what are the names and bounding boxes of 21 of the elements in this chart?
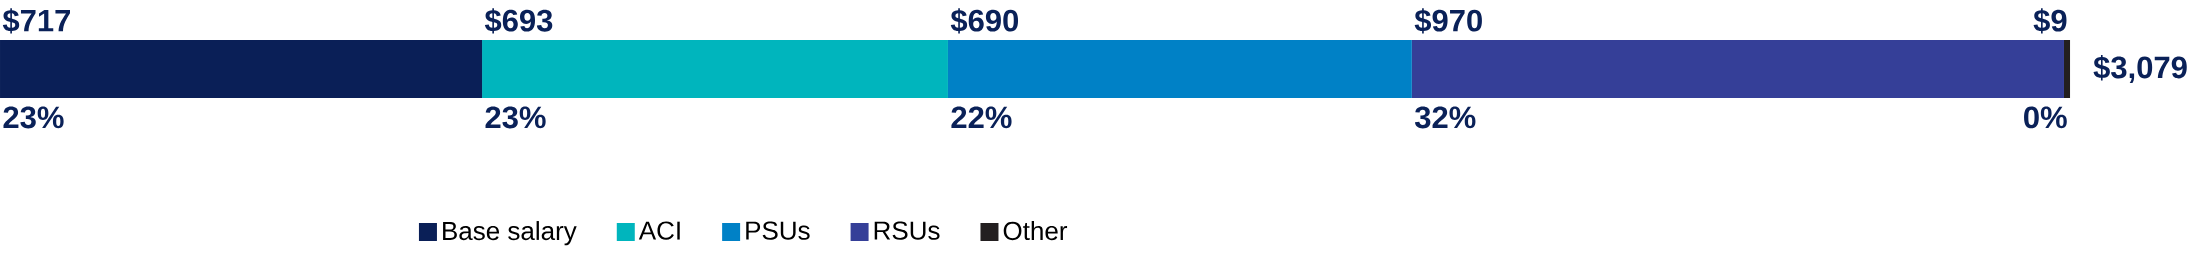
bar — [0, 40, 483, 98]
legend-label: PSUs — [746, 221, 810, 240]
legend-label: Base salary — [443, 221, 577, 246]
text: 0% — [2024, 106, 2067, 129]
data-label: $717 — [2, 8, 70, 34]
legend-label: Other — [1003, 221, 1068, 241]
data-label: $9 — [2033, 8, 2067, 34]
bar — [482, 40, 948, 98]
data-label: $693 — [484, 8, 553, 34]
bar — [2063, 40, 2071, 98]
data-label: $970 — [1414, 8, 1482, 34]
text: 32% — [1414, 106, 1476, 129]
legend-label: ACI — [638, 221, 680, 240]
data-label: $690 — [950, 8, 1019, 34]
text: 23% — [485, 106, 546, 129]
legend-label: RSUs — [874, 221, 940, 240]
text: 22% — [951, 106, 1012, 129]
total-label: $3,079 — [2093, 55, 2187, 83]
bar — [1411, 40, 2064, 98]
text: 23% — [3, 106, 64, 129]
bar — [947, 40, 1412, 98]
